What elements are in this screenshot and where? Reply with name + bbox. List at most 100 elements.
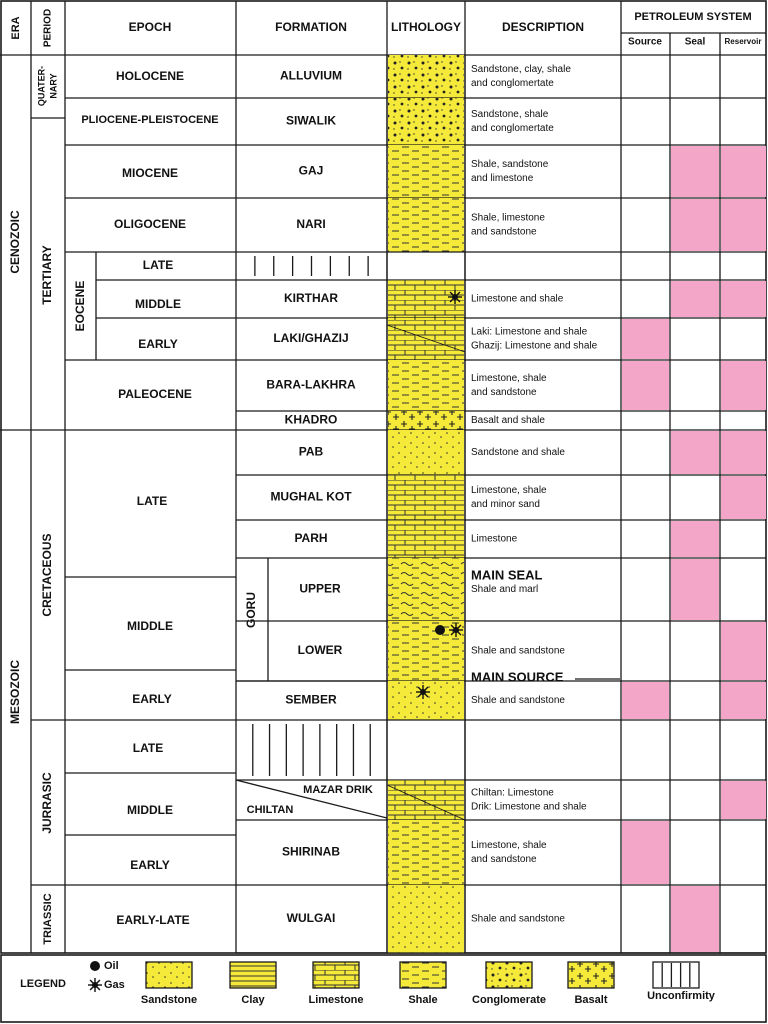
legend-oil-icon — [90, 961, 100, 971]
description-text: Drik: Limestone and shale — [471, 802, 587, 813]
lithology-cell — [388, 360, 464, 411]
formation-label: KHADRO — [285, 413, 338, 427]
seal-cell-filled — [671, 146, 719, 197]
epoch-cretaceous-middle: MIDDLE — [127, 619, 173, 633]
epoch-eocene: EOCENE — [73, 281, 87, 332]
period-quaternary-1: QUATER- — [36, 66, 46, 106]
lithology-cell — [388, 475, 464, 520]
legend-title: LEGEND — [20, 978, 66, 990]
legend-limestone-swatch — [312, 961, 360, 989]
epoch-eocene-early: EARLY — [138, 337, 178, 351]
epoch-jurassic-late: LATE — [133, 741, 163, 755]
epoch-plio-pleistocene: PLIOCENE-PLEISTOCENE — [81, 114, 218, 126]
formation-label: ALLUVIUM — [280, 69, 342, 83]
period-header: PERIOD — [43, 9, 54, 47]
seal-cell-filled — [671, 886, 719, 952]
lithology-cell — [388, 558, 464, 621]
reservoir-cell-filled — [721, 682, 766, 719]
main-seal-label: MAIN SEAL — [471, 567, 543, 582]
lithology-cell — [388, 520, 464, 558]
legend-limestone-label: Limestone — [308, 994, 363, 1006]
gas-marker-icon — [420, 689, 426, 695]
description-text: Shale, limestone — [471, 213, 545, 224]
lithology-cell — [388, 780, 464, 820]
seal-cell-filled — [671, 281, 719, 317]
lithology-cell — [388, 98, 464, 145]
period-tertiary: TERTIARY — [40, 245, 54, 305]
formation-label: BARA-LAKHRA — [266, 378, 356, 392]
chiltan-wedge-line — [235, 779, 388, 819]
seal-header: Seal — [685, 37, 706, 48]
petroleum-system-header: PETROLEUM SYSTEM — [634, 11, 751, 23]
formation-label: WULGAI — [287, 911, 336, 925]
reservoir-cell-filled — [721, 476, 766, 519]
formation-label: LAKI/GHAZIJ — [273, 331, 348, 345]
formation-label: SHIRINAB — [282, 845, 340, 859]
period-cretaceous: CRETACEOUS — [40, 533, 54, 616]
legend-basalt-label: Basalt — [574, 994, 607, 1006]
period-triassic: TRIASSIC — [42, 893, 54, 944]
legend-sandstone-label: Sandstone — [141, 994, 197, 1006]
source-cell-filled — [622, 682, 669, 719]
epoch-holocene: HOLOCENE — [116, 69, 184, 83]
reservoir-header: Reservoir — [725, 37, 762, 46]
seal-cell-filled — [671, 521, 719, 557]
description-text: and conglomertate — [471, 123, 554, 134]
description-text: and limestone — [471, 173, 534, 184]
lithology-cell — [388, 885, 464, 953]
description-text: and sandstone — [471, 227, 537, 238]
description-text: Shale and sandstone — [471, 646, 565, 657]
legend-clay-label: Clay — [241, 994, 265, 1006]
formation-label: KIRTHAR — [284, 291, 338, 305]
reservoir-cell-filled — [721, 622, 766, 680]
description-text: and minor sand — [471, 499, 540, 510]
epoch-cretaceous-late: LATE — [137, 494, 167, 508]
legend-conglomerate-label: Conglomerate — [472, 994, 546, 1006]
lithology-cell — [388, 621, 464, 681]
era-mesozoic: MESOZOIC — [8, 660, 22, 724]
epoch-cretaceous-early: EARLY — [132, 692, 172, 706]
formation-mazar-drik: MAZAR DRIK — [303, 784, 373, 796]
description-header: DESCRIPTION — [502, 20, 584, 34]
epoch-triassic: EARLY-LATE — [116, 913, 189, 927]
goru-member-label: UPPER — [299, 582, 341, 596]
formation-header: FORMATION — [275, 20, 347, 34]
main-source-label: MAIN SOURCE — [471, 669, 564, 684]
description-text: Shale and sandstone — [471, 695, 565, 706]
formation-label: MUGHAL KOT — [270, 490, 352, 504]
legend-clay-swatch — [229, 961, 277, 989]
formation-chiltan: CHILTAN — [247, 804, 294, 816]
lithology-cell — [388, 411, 464, 430]
era-cenozoic: CENOZOIC — [8, 210, 22, 274]
legend-basalt-swatch — [567, 961, 615, 989]
description-text: Chiltan: Limestone — [471, 788, 554, 799]
description-text: Sandstone, shale — [471, 109, 549, 120]
description-text: Laki: Limestone and shale — [471, 327, 588, 338]
source-cell-filled — [622, 821, 669, 884]
lithology-cell — [388, 318, 464, 360]
legend-frame — [0, 954, 767, 1023]
epoch-miocene: MIOCENE — [122, 166, 178, 180]
oil-marker-icon — [435, 625, 445, 635]
seal-cell-filled — [671, 559, 719, 620]
description-text: Limestone — [471, 534, 518, 545]
formation-label: PARH — [294, 531, 327, 545]
seal-cell-filled — [671, 431, 719, 474]
reservoir-cell-filled — [721, 431, 766, 474]
source-cell-filled — [622, 361, 669, 410]
formation-label: NARI — [296, 217, 325, 231]
description-text: Shale and marl — [471, 584, 538, 595]
lithology-cell — [388, 820, 464, 885]
lithology-contact-line — [386, 784, 466, 821]
legend-conglomerate-swatch — [485, 961, 533, 989]
description-text: and sandstone — [471, 854, 537, 865]
legend-oil-label: Oil — [104, 960, 119, 972]
formation-label: SEMBER — [285, 693, 337, 707]
lithology-contact-line — [386, 324, 466, 353]
lithology-cell — [388, 280, 464, 318]
period-jurassic: JURRASIC — [40, 772, 54, 834]
description-text: Limestone, shale — [471, 485, 547, 496]
gas-marker-icon — [453, 627, 459, 633]
legend-unconformity-swatch — [652, 961, 700, 989]
